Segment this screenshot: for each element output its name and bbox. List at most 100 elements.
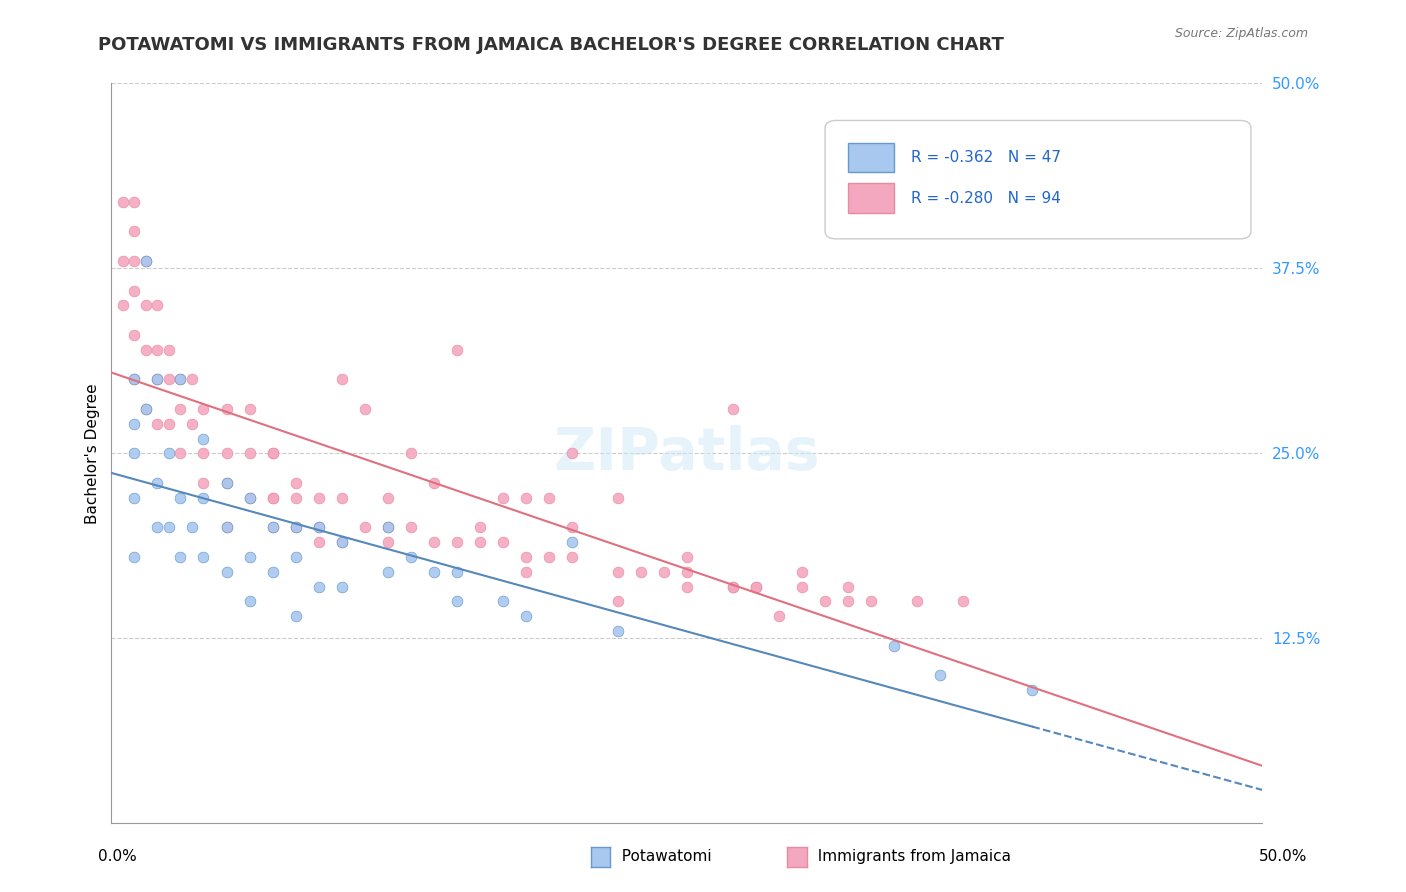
Point (537, 550, 560, 565)
Point (124, 417, 146, 431)
Point (238, 491, 260, 505)
Point (215, 476, 238, 491)
Point (215, 520, 238, 534)
FancyBboxPatch shape (848, 184, 894, 213)
Text: POTAWATOMI VS IMMIGRANTS FROM JAMAICA BACHELOR'S DEGREE CORRELATION CHART: POTAWATOMI VS IMMIGRANTS FROM JAMAICA BA… (98, 36, 1004, 54)
Point (169, 491, 191, 505)
Point (905, 594, 928, 608)
Point (446, 535, 468, 549)
Point (284, 609, 307, 624)
Point (399, 550, 422, 565)
Y-axis label: Bachelor's Degree: Bachelor's Degree (86, 384, 100, 524)
Point (157, 520, 180, 534)
Point (308, 535, 330, 549)
Point (146, 476, 169, 491)
Text: Source: ZipAtlas.com: Source: ZipAtlas.com (1174, 27, 1308, 40)
Point (561, 520, 583, 534)
Point (308, 580, 330, 594)
Point (284, 491, 307, 505)
Point (676, 565, 699, 579)
Point (262, 520, 284, 534)
Point (721, 580, 744, 594)
Point (399, 520, 422, 534)
Point (721, 402, 744, 417)
Text: 0.0%: 0.0% (98, 849, 138, 863)
Point (135, 402, 157, 417)
Point (284, 476, 307, 491)
Point (146, 520, 169, 534)
Point (262, 446, 284, 460)
Point (422, 535, 444, 549)
Point (330, 372, 353, 386)
Point (422, 476, 444, 491)
Point (157, 446, 180, 460)
Point (446, 594, 468, 608)
Point (606, 594, 628, 608)
Point (169, 402, 191, 417)
Point (492, 491, 515, 505)
Text: Immigrants from Jamaica: Immigrants from Jamaica (808, 849, 1011, 863)
Point (308, 491, 330, 505)
Point (837, 594, 859, 608)
Point (561, 446, 583, 460)
Point (262, 446, 284, 460)
Point (193, 476, 215, 491)
Point (768, 609, 790, 624)
Point (790, 580, 813, 594)
Point (124, 254, 146, 268)
Point (215, 402, 238, 417)
Point (492, 594, 515, 608)
Text: 50.0%: 50.0% (1260, 849, 1308, 863)
Point (262, 491, 284, 505)
Point (377, 520, 399, 534)
Point (377, 491, 399, 505)
Point (837, 580, 859, 594)
Point (124, 446, 146, 460)
Point (124, 372, 146, 386)
Point (353, 402, 375, 417)
Point (146, 298, 169, 312)
Point (238, 446, 260, 460)
Point (193, 550, 215, 565)
Point (215, 476, 238, 491)
Point (157, 343, 180, 357)
Point (606, 624, 628, 638)
Point (353, 520, 375, 534)
Point (377, 520, 399, 534)
Point (135, 254, 157, 268)
FancyBboxPatch shape (825, 120, 1251, 239)
Point (135, 343, 157, 357)
Point (745, 580, 768, 594)
Point (111, 298, 134, 312)
Point (169, 372, 191, 386)
Point (422, 565, 444, 579)
Point (135, 254, 157, 268)
Point (330, 535, 353, 549)
Point (446, 343, 468, 357)
Point (284, 520, 307, 534)
Point (515, 565, 537, 579)
Point (238, 491, 260, 505)
Point (215, 520, 238, 534)
Point (181, 520, 204, 534)
Point (308, 520, 330, 534)
Point (676, 580, 699, 594)
Point (124, 491, 146, 505)
Point (146, 417, 169, 431)
Point (492, 535, 515, 549)
Point (745, 580, 768, 594)
Point (238, 550, 260, 565)
FancyBboxPatch shape (848, 143, 894, 172)
Point (193, 446, 215, 460)
Point (181, 417, 204, 431)
Point (262, 491, 284, 505)
Point (721, 580, 744, 594)
Point (468, 535, 491, 549)
Point (238, 594, 260, 608)
Point (330, 535, 353, 549)
Point (124, 328, 146, 343)
Text: ZIPatlas: ZIPatlas (554, 425, 820, 482)
Point (330, 580, 353, 594)
Point (215, 565, 238, 579)
Point (215, 446, 238, 460)
